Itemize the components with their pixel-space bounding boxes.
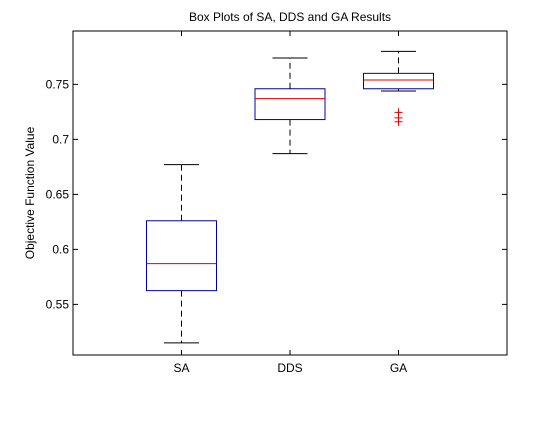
box-sa xyxy=(146,164,217,344)
iqr-box xyxy=(363,72,434,90)
y-tick-label: 0.7 xyxy=(52,132,69,146)
y-tick-label: 0.75 xyxy=(46,77,70,91)
y-tick-label: 0.65 xyxy=(46,187,70,201)
iqr-box xyxy=(146,220,217,292)
chart-title: Box Plots of SA, DDS and GA Results xyxy=(189,10,391,24)
x-tick-label: GA xyxy=(390,361,407,375)
box-series xyxy=(146,50,434,344)
x-tick-label: DDS xyxy=(277,361,302,375)
x-tick-label: SA xyxy=(173,361,189,375)
y-tick-label: 0.55 xyxy=(46,297,70,311)
plot-area-frame xyxy=(72,30,508,356)
outlier-marker xyxy=(394,117,403,126)
y-tick-label: 0.6 xyxy=(52,242,69,256)
y-axis-label: Objective Function Value xyxy=(23,126,37,259)
box-ga xyxy=(363,50,434,126)
axis-ticks: 0.55 0.6 0.65 0.7 0.75 SA DDS GA xyxy=(46,31,507,375)
iqr-box xyxy=(254,88,326,121)
box-dds xyxy=(254,57,326,155)
